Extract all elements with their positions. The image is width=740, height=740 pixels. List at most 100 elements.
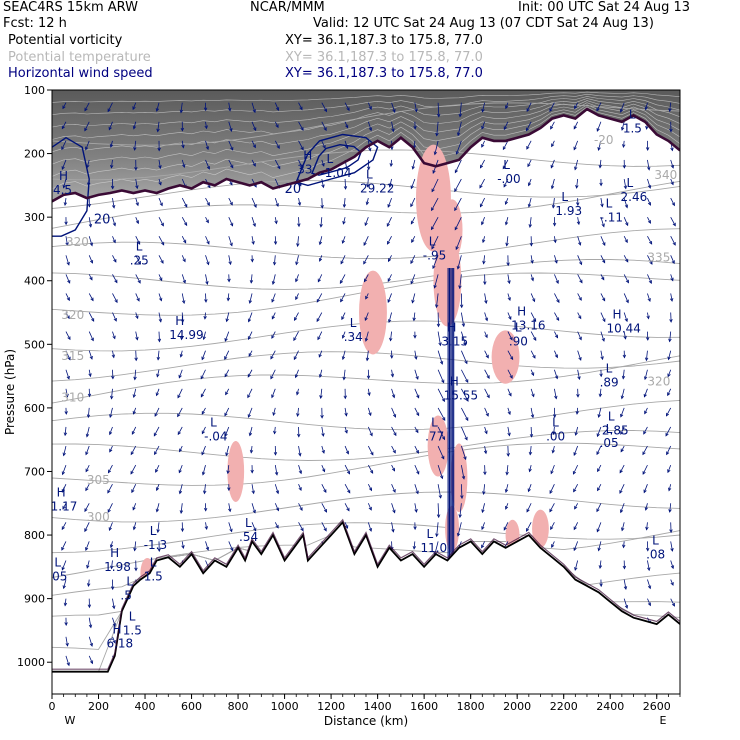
wind-vector: [647, 312, 649, 319]
wind-vector: [342, 331, 346, 339]
wind-vector: [344, 426, 348, 434]
wind-vector-head: [672, 222, 676, 227]
wind-vector: [181, 197, 188, 208]
wind-vector: [84, 503, 90, 512]
wind-vector-head: [224, 373, 228, 378]
wind-vector-head: [107, 489, 111, 494]
wind-vector: [177, 388, 183, 398]
low-marker-value: 1.5: [144, 570, 163, 584]
low-marker-symbol: L: [606, 362, 613, 376]
wind-vector: [484, 312, 488, 321]
wind-vector: [112, 350, 115, 358]
axes: 0 200 400 600 800 1000 1200 1400 1600 1800 2000 220…: [17, 84, 681, 713]
wind-vector: [86, 560, 90, 569]
wind-vector: [670, 579, 674, 586]
wind-vector-head: [507, 432, 511, 437]
wind-vector: [251, 159, 256, 167]
y-tick-label: 600: [24, 402, 45, 415]
wind-vector-head: [503, 526, 507, 531]
wind-vector: [271, 388, 276, 398]
wind-vector: [437, 503, 440, 518]
wind-vector-head: [109, 143, 114, 148]
wind-vector: [158, 274, 163, 281]
wind-vector: [205, 159, 210, 170]
wind-vector: [271, 331, 276, 339]
wind-vector-head: [180, 319, 185, 323]
wind-vector: [414, 369, 419, 380]
wind-vector: [437, 350, 443, 365]
wind-vector-head: [248, 300, 253, 304]
wind-vector: [109, 522, 113, 531]
wind-vector-head: [596, 451, 600, 456]
wind-vector: [249, 426, 253, 436]
wind-vector: [414, 464, 420, 475]
wind-vector-head: [271, 315, 275, 320]
wind-vector: [577, 312, 582, 319]
wind-vector-head: [273, 452, 278, 456]
wind-vector-head: [649, 261, 653, 265]
wind-vector-head: [529, 242, 534, 247]
wind-vector-head: [228, 508, 232, 513]
wind-vector-head: [622, 354, 627, 359]
wind-vector-head: [155, 508, 160, 513]
wind-vector-head: [464, 436, 468, 441]
wind-vector-head: [485, 354, 489, 359]
wind-vector-head: [227, 487, 231, 492]
wind-vector-head: [318, 241, 323, 246]
wind-vector-head: [554, 334, 559, 339]
wind-vector-head: [647, 166, 651, 171]
wind-vector-head: [525, 528, 530, 532]
wind-vector: [201, 426, 206, 434]
wind-vector: [270, 369, 276, 379]
wind-vector: [88, 617, 92, 628]
wind-vector: [294, 312, 299, 321]
wind-vector: [225, 388, 230, 395]
wind-vector: [413, 312, 416, 321]
wind-vector-head: [456, 265, 461, 270]
theta-label: 320: [647, 375, 670, 389]
wind-vector-head: [341, 334, 346, 339]
wind-vector: [228, 197, 233, 206]
wind-vector-head: [178, 374, 182, 379]
wind-vector-head: [667, 373, 671, 378]
stratosphere-texture-line: [52, 93, 680, 115]
low-marker-symbol: L: [150, 556, 157, 570]
wind-vector-head: [346, 507, 350, 512]
wind-vector: [228, 255, 231, 265]
wind-vector-head: [482, 239, 486, 244]
stratosphere-texture-line: [52, 100, 680, 153]
wind-vector: [554, 388, 557, 399]
wind-vector: [227, 293, 230, 301]
wind-vector-head: [65, 642, 69, 647]
wind-vector: [529, 465, 532, 472]
wind-vector-head: [388, 183, 392, 188]
wind-vector-head: [345, 525, 349, 529]
wind-vector: [481, 217, 485, 225]
wind-vector: [414, 484, 419, 494]
wind-vector-head: [619, 108, 624, 113]
low-marker-symbol: L: [326, 152, 333, 166]
wind-vector-head: [201, 410, 205, 415]
theta-label: 305: [87, 473, 110, 487]
wind-vector: [62, 102, 67, 109]
wind-vector: [484, 369, 490, 379]
wind-vector: [573, 522, 579, 530]
wind-vector: [551, 178, 555, 189]
x-axis-title: Distance (km): [324, 714, 408, 728]
wind-vector-head: [577, 376, 581, 381]
wind-vector-head: [599, 182, 603, 187]
wind-vector-head: [366, 375, 371, 380]
wind-vector-head: [86, 414, 91, 419]
low-marker-symbol: L: [561, 190, 568, 204]
wind-vector: [61, 159, 67, 170]
wind-vector: [411, 236, 416, 243]
wind-vector-head: [347, 489, 351, 494]
wind-vector: [65, 312, 70, 319]
wind-vector: [367, 503, 372, 511]
wind-vector: [457, 255, 462, 269]
wind-vector-head: [177, 431, 181, 436]
wind-vector-head: [64, 411, 68, 415]
wind-vector-head: [644, 376, 648, 381]
wind-vector-head: [177, 413, 181, 418]
wind-vector: [668, 350, 672, 360]
